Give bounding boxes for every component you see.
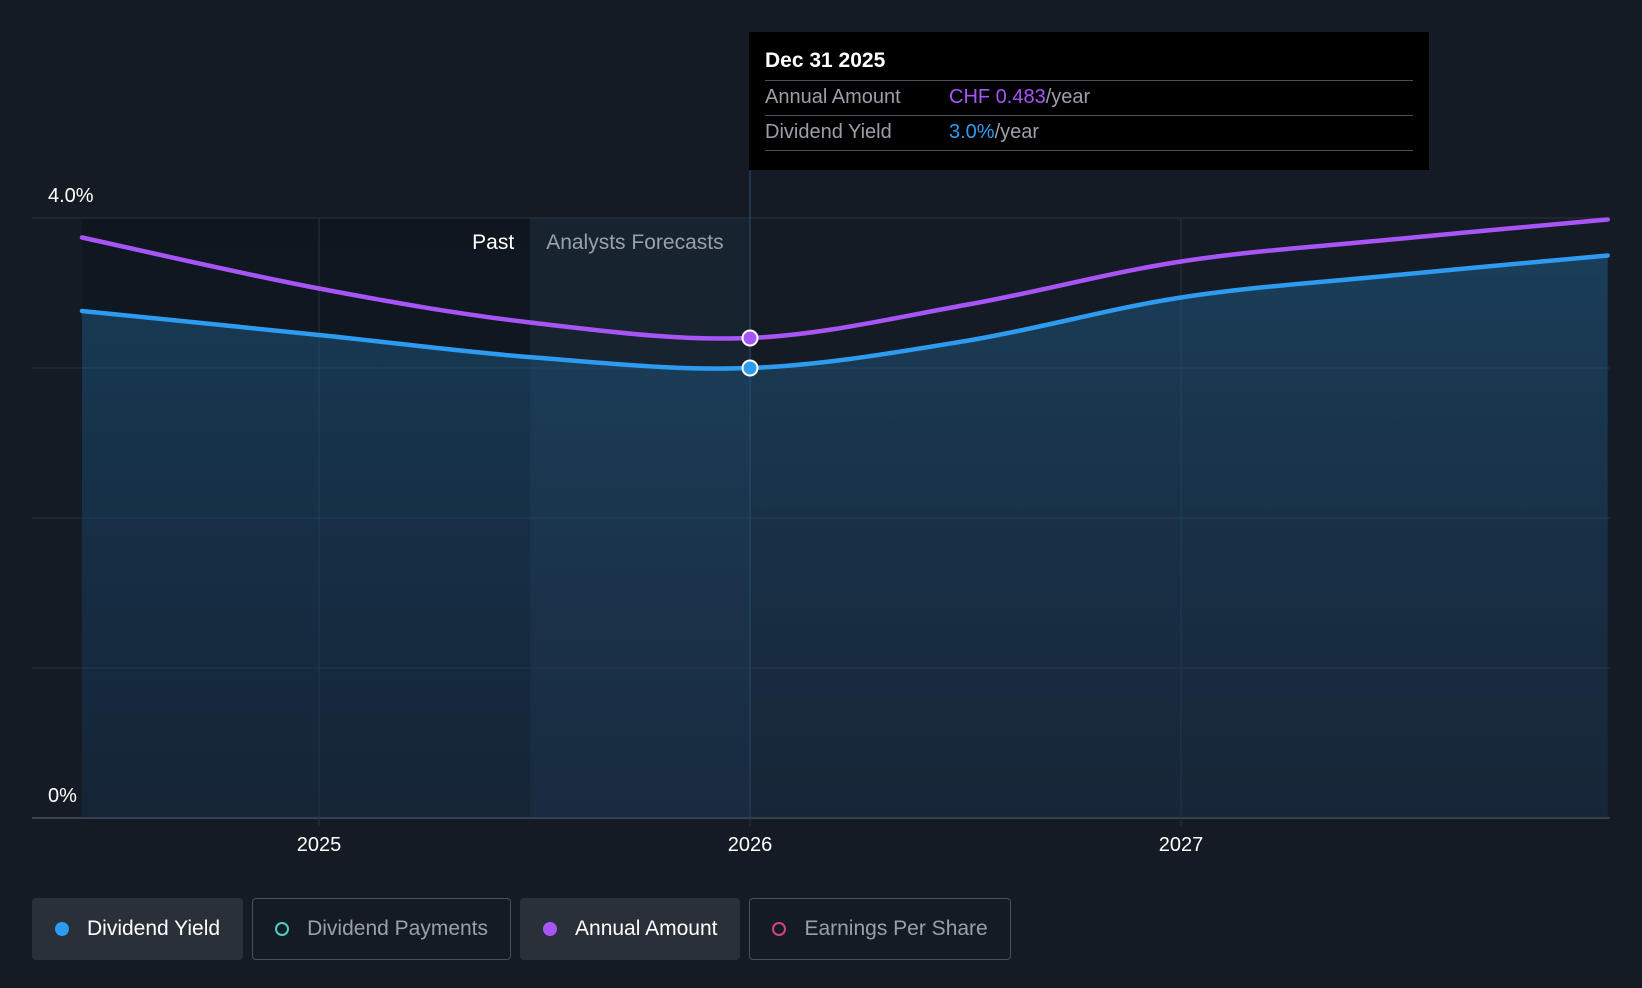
- y-tick-label: 0%: [48, 785, 77, 807]
- dividend-yield-area: [82, 255, 1608, 818]
- legend-dividend-payments[interactable]: Dividend Payments: [252, 898, 512, 960]
- tooltip-unit: /year: [1045, 86, 1091, 108]
- tooltip-value: 3.0%: [949, 121, 995, 143]
- tooltip-value: CHF 0.483: [949, 86, 1046, 108]
- chart-tooltip: Dec 31 2025 Annual Amount CHF 0.483 /yea…: [749, 32, 1429, 170]
- forecast-label: Analysts Forecasts: [546, 231, 723, 254]
- legend-earnings-per-share[interactable]: Earnings Per Share: [749, 898, 1011, 960]
- tooltip-row-annual-amount: Annual Amount CHF 0.483 /year: [765, 80, 1413, 115]
- y-tick-label: 4.0%: [48, 185, 94, 207]
- legend-dividend-yield[interactable]: Dividend Yield: [32, 898, 244, 960]
- legend-label: Annual Amount: [575, 917, 718, 940]
- annual-amount-dot-icon: [543, 922, 558, 936]
- tooltip-row-dividend-yield: Dividend Yield 3.0% /year: [765, 115, 1413, 151]
- past-label: Past: [472, 231, 514, 254]
- legend-label: Earnings Per Share: [804, 917, 988, 940]
- tooltip-label: Dividend Yield: [765, 121, 892, 143]
- x-tick-label: 2025: [297, 834, 342, 856]
- tooltip-unit: /year: [994, 121, 1040, 143]
- legend-annual-amount[interactable]: Annual Amount: [520, 898, 741, 960]
- x-tick-label: 2026: [728, 834, 773, 856]
- legend-label: Dividend Payments: [307, 917, 489, 940]
- marker-dividend-yield: [741, 359, 759, 377]
- legend-label: Dividend Yield: [87, 917, 221, 940]
- dividend-yield-dot-icon: [55, 922, 69, 936]
- series-line-annual-amount: [79, 217, 1610, 341]
- tooltip-date: Dec 31 2025: [765, 49, 886, 72]
- earnings-per-share-ring-icon: [772, 922, 787, 936]
- x-tick-label: 2027: [1159, 834, 1204, 856]
- dividend-payments-ring-icon: [275, 922, 290, 936]
- series-line-dividend-yield: [79, 253, 1610, 371]
- chart-legend: Dividend Yield Dividend Payments Annual …: [32, 898, 1011, 960]
- marker-annual-amount: [741, 329, 759, 347]
- tooltip-label: Annual Amount: [765, 86, 901, 108]
